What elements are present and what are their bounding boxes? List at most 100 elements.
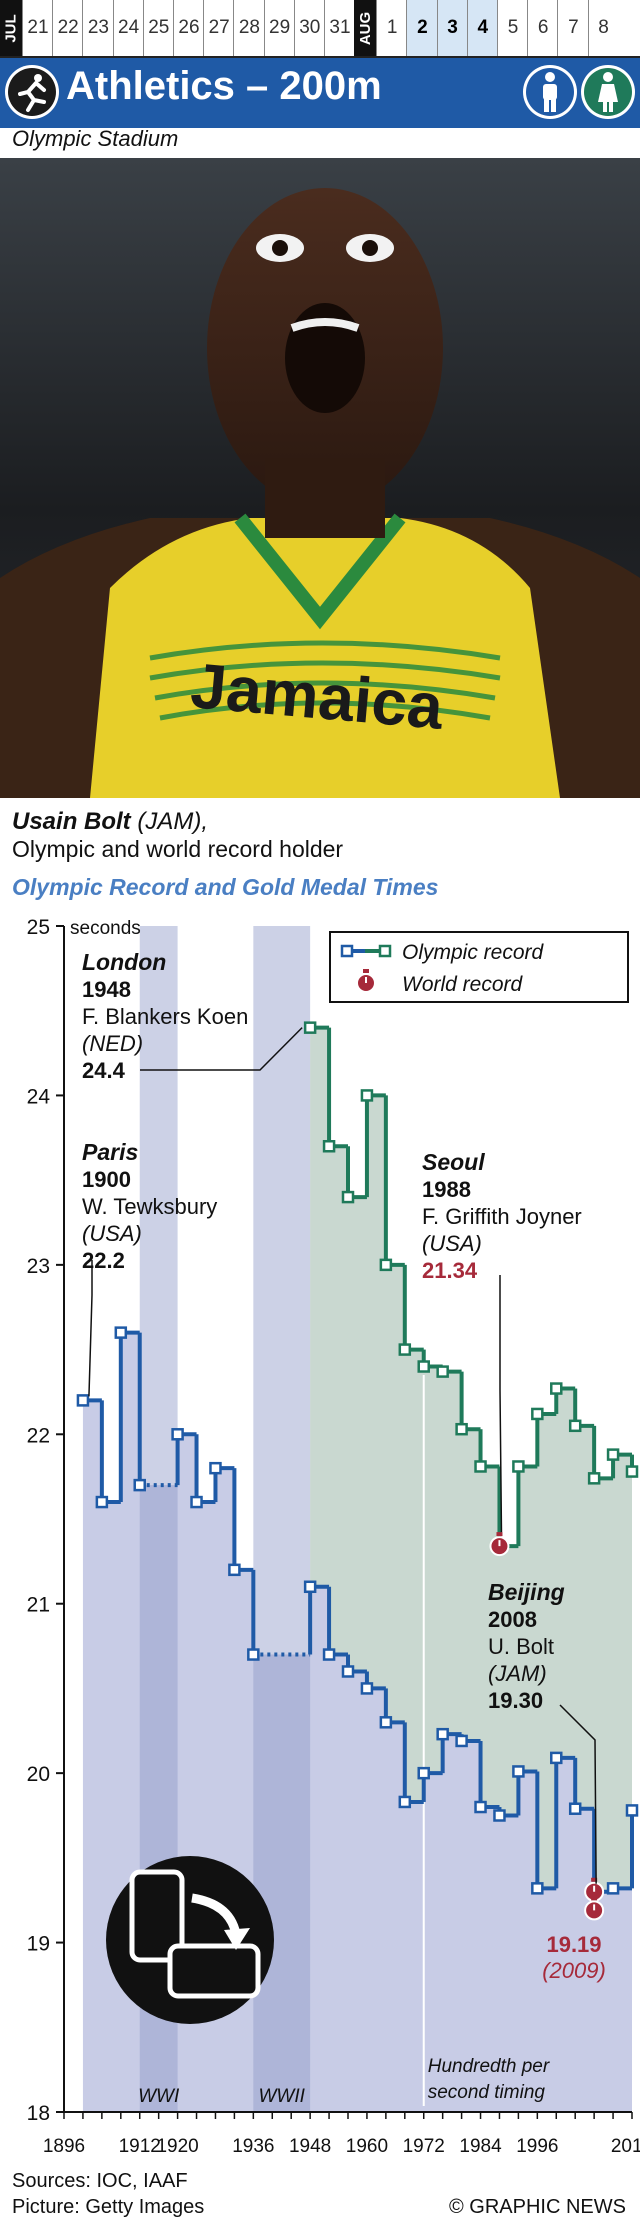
data-point	[133, 1478, 146, 1492]
annotation-country: (NED)	[82, 1031, 143, 1056]
athlete-name: Usain Bolt	[12, 808, 131, 835]
date-cell: 4	[466, 0, 498, 56]
y-tick-label: 22	[27, 1424, 50, 1447]
annotation-city: Beijing	[488, 1579, 565, 1605]
data-point	[209, 1461, 222, 1475]
date-cell: 26	[173, 0, 204, 56]
y-tick-label: 18	[27, 2102, 50, 2125]
date-cell: 7	[557, 0, 588, 56]
rotate-device-icon	[106, 1856, 274, 2024]
date-cell: 25	[142, 0, 174, 56]
data-point	[398, 1795, 412, 1809]
annotation-name: U. Bolt	[488, 1634, 554, 1659]
data-point	[512, 1765, 525, 1778]
annotation-time: 21.34	[422, 1258, 478, 1283]
data-point	[171, 1428, 184, 1441]
wr-2009-note: (2009)	[542, 1958, 606, 1983]
annotation-leader	[88, 1260, 93, 1397]
x-tick-label: 1920	[156, 2136, 198, 2157]
data-point	[322, 1648, 336, 1661]
world-record-dot	[489, 1536, 510, 1557]
publisher-credit: © GRAPHIC NEWS	[449, 2196, 626, 2218]
data-point	[568, 1419, 582, 1433]
y-tick-label: 25	[27, 916, 50, 939]
date-cell: 30	[293, 0, 325, 56]
data-point	[606, 1882, 620, 1895]
legend-label: Olympic record	[402, 941, 545, 964]
date-cell: 21	[22, 0, 53, 56]
annotation-year: 2008	[488, 1607, 537, 1632]
world-record-stem	[591, 1896, 598, 1901]
y-tick-label: 24	[27, 1085, 51, 1108]
phone-landscape	[167, 1943, 261, 1999]
annotation-country: (USA)	[422, 1231, 482, 1256]
month-label-aug: AUG	[354, 0, 377, 56]
date-cell: 23	[82, 0, 113, 56]
title-bar	[0, 58, 640, 128]
data-point	[587, 1472, 601, 1485]
chart-title: Olympic Record and Gold Medal Times	[12, 874, 439, 900]
data-point	[474, 1460, 487, 1473]
data-point	[228, 1563, 241, 1577]
annotation-leader	[499, 1275, 503, 1533]
data-point	[360, 1089, 374, 1102]
annotation-name: F. Blankers Koen	[82, 1004, 248, 1029]
x-tick-label: 1996	[516, 2136, 558, 2157]
date-cell: 5	[497, 0, 528, 56]
data-point	[303, 1021, 317, 1034]
data-point	[379, 1716, 393, 1729]
annotation-time: 24.4	[82, 1058, 126, 1083]
y-axis-label: seconds	[70, 918, 141, 939]
world-record-stem	[591, 1877, 598, 1882]
y-tick-label: 23	[27, 1255, 50, 1278]
x-tick-label: 1912	[119, 2136, 161, 2157]
athletics-icon	[5, 65, 59, 119]
date-cell: 2	[406, 0, 438, 56]
timing-note: second timing	[428, 2082, 546, 2103]
x-tick-label: 1984	[459, 2136, 502, 2157]
data-point	[341, 1665, 355, 1678]
data-point	[606, 1448, 620, 1461]
rotate-arrow	[191, 1893, 241, 1936]
x-tick-label: 1896	[43, 2136, 85, 2157]
date-cell: 24	[112, 0, 144, 56]
photo-caption: Usain Bolt (JAM),	[12, 808, 208, 836]
world-record-stem	[496, 1532, 503, 1537]
chart-legend: Olympic record World record	[329, 931, 629, 1003]
annotation-city: Seoul	[422, 1149, 485, 1175]
x-tick-label: 1972	[403, 2136, 445, 2157]
data-point	[625, 1804, 639, 1817]
sources-text: Sources: IOC, IAAF	[12, 2170, 188, 2192]
data-point	[95, 1495, 109, 1509]
data-point	[531, 1407, 544, 1421]
world-record-marker	[356, 969, 376, 993]
legend-point-men	[340, 944, 354, 958]
data-point	[398, 1343, 412, 1356]
data-point	[474, 1800, 487, 1814]
y-tick-label: 21	[27, 1594, 50, 1617]
annotation-year: 1900	[82, 1167, 131, 1192]
data-point	[550, 1751, 563, 1765]
page-title: Athletics – 200m	[66, 64, 382, 108]
annotation-name: W. Tewksbury	[82, 1194, 217, 1219]
world-record-marker	[489, 1532, 510, 1557]
phone-portrait	[129, 1869, 185, 1963]
data-point	[76, 1394, 90, 1407]
date-cell: 29	[263, 0, 295, 56]
data-point	[190, 1495, 203, 1509]
date-cell: 6	[527, 0, 558, 56]
data-point	[247, 1648, 260, 1661]
data-point	[360, 1682, 374, 1695]
athlete-photo: Jamaica	[0, 158, 640, 798]
data-point	[379, 1258, 393, 1272]
annotation-leader	[140, 1027, 303, 1071]
war-gap-label: WWI	[138, 2086, 180, 2107]
athlete-role: Olympic and world record holder	[12, 836, 344, 862]
rotate-arrow-head	[224, 1928, 250, 1950]
data-point	[436, 1727, 449, 1741]
x-tick-label: 1960	[346, 2136, 388, 2157]
legend-box	[329, 931, 629, 1003]
male-icon	[523, 65, 577, 119]
data-point	[568, 1802, 582, 1815]
